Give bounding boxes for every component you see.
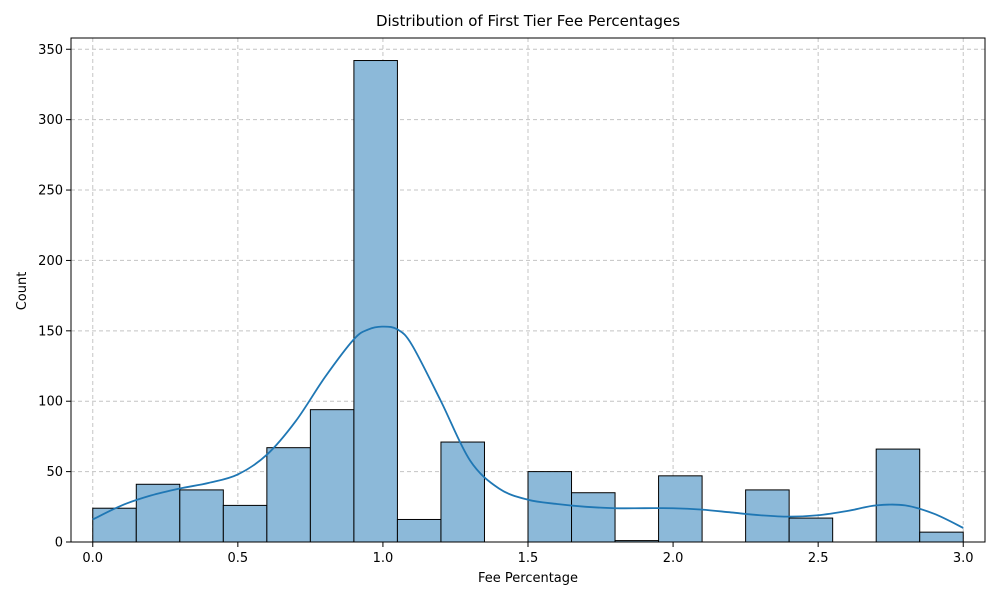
x-axis-ticks: 0.0 0.5 1.0 1.5 2.0 2.5 3.0 <box>82 542 974 566</box>
y-tick-label: 350 <box>38 43 63 58</box>
x-tick-label: 1.0 <box>373 551 394 566</box>
kde-curve-layer <box>92 325 964 529</box>
histogram-bar <box>919 531 964 543</box>
histogram-bar <box>222 504 268 543</box>
histogram-bar <box>788 517 834 543</box>
y-tick-label: 200 <box>38 254 63 269</box>
grid-lines <box>71 38 985 543</box>
histogram-bar <box>527 471 573 543</box>
x-tick-label: 1.5 <box>518 551 539 566</box>
chart-title: Distribution of First Tier Fee Percentag… <box>376 12 680 30</box>
histogram-bar <box>309 409 355 543</box>
histogram-bar <box>396 518 442 543</box>
y-tick-label: 50 <box>46 465 63 480</box>
x-tick-label: 0.0 <box>82 551 103 566</box>
histogram-bar <box>571 492 616 543</box>
x-tick-label: 2.0 <box>663 551 684 566</box>
y-tick-label: 0 <box>55 536 63 551</box>
x-axis-title: Fee Percentage <box>478 571 578 586</box>
kde-line <box>92 325 964 529</box>
x-tick-label: 2.5 <box>808 551 829 566</box>
x-tick-label: 0.5 <box>227 551 248 566</box>
histogram-bar <box>440 441 485 543</box>
x-tick-label: 3.0 <box>953 551 974 566</box>
y-axis-ticks: 0 50 100 150 200 250 300 350 <box>38 43 71 551</box>
y-tick-label: 250 <box>38 184 63 199</box>
histogram-bar <box>179 489 224 543</box>
histogram-bar <box>92 507 137 543</box>
y-tick-label: 150 <box>38 324 63 339</box>
histogram-bar <box>875 448 921 543</box>
y-tick-label: 100 <box>38 395 63 410</box>
histogram-bar <box>353 60 398 543</box>
y-axis-title: Count <box>15 272 30 311</box>
histogram-bar <box>266 447 311 543</box>
y-tick-label: 300 <box>38 113 63 128</box>
